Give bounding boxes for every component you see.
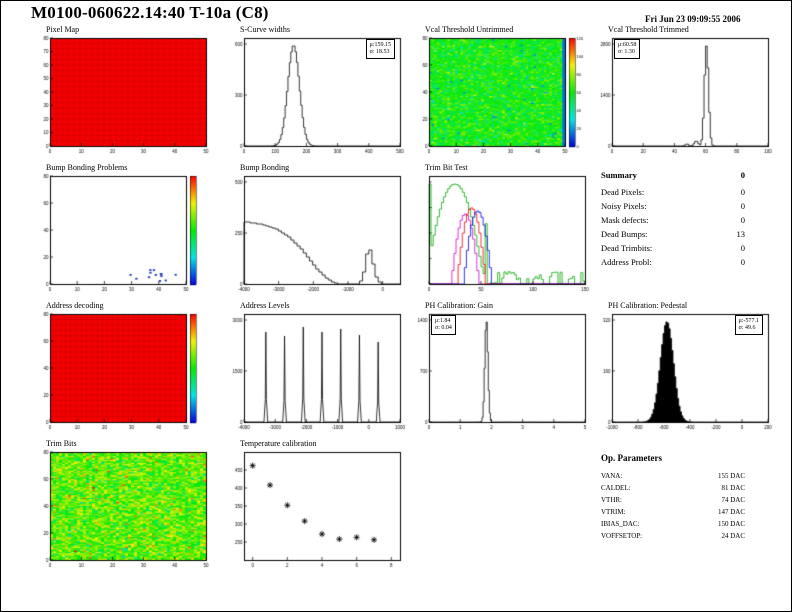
row-label: VTHR: — [601, 496, 622, 504]
row-value: 74 DAC — [721, 496, 745, 504]
row-value: 0 — [740, 243, 745, 253]
summary-row-mask-defects: Mask defects: 0 — [601, 215, 745, 225]
row-value: 24 DAC — [721, 532, 745, 540]
vcal-trimmed-stats-box: μ:60.58 σ: 1.30 — [614, 39, 641, 59]
vcal-untrimmed-panel: Vcal Threshold Untrimmed — [414, 25, 592, 161]
scurve-stats-box: μ:159.15 σ: 18.53 — [365, 39, 395, 59]
address-decoding-panel: Address decoding — [35, 301, 213, 437]
row-value: 13 — [736, 229, 746, 239]
row-value: 150 DAC — [717, 520, 745, 528]
address-levels-canvas — [229, 310, 407, 434]
stat-mean: μ:1.84 — [435, 318, 451, 324]
row-value: 155 DAC — [717, 472, 745, 480]
address-levels-panel: Address Levels — [229, 301, 407, 437]
row-value: 147 DAC — [717, 508, 745, 516]
temperature-calibration-panel: Temperature calibration — [229, 439, 407, 575]
op-parameters-panel: Op. Parameters VANA: 155 DAC CALDEL: 81 … — [601, 453, 745, 540]
vcal-trimmed-title: Vcal Threshold Trimmed — [608, 25, 689, 34]
scurve-widths-panel: S-Curve widths μ:159.15 σ: 18.53 — [229, 25, 407, 161]
row-label: VTRIM: — [601, 508, 626, 516]
op-row-vtrim: VTRIM: 147 DAC — [601, 508, 745, 516]
temperature-calibration-title: Temperature calibration — [240, 439, 317, 448]
stat-sigma: σ: 1.30 — [618, 49, 635, 55]
summary-grade: 0 — [740, 170, 745, 180]
trim-bits-panel: Trim Bits — [35, 439, 213, 575]
address-decoding-title: Address decoding — [46, 301, 104, 310]
row-label: Dead Bumps: — [601, 229, 648, 239]
op-row-caldel: CALDEL: 81 DAC — [601, 484, 745, 492]
summary-row-dead-bumps: Dead Bumps: 13 — [601, 229, 745, 239]
stat-mean: μ:60.58 — [618, 42, 637, 48]
row-value: 0 — [740, 187, 745, 197]
row-label: Dead Pixels: — [601, 187, 645, 197]
pixel-map-panel: Pixel Map — [35, 25, 213, 161]
op-row-ibias: IBIAS_DAC: 150 DAC — [601, 520, 745, 528]
stat-mean: μ:-577.1 — [738, 318, 759, 324]
row-label: Noisy Pixels: — [601, 201, 647, 211]
bump-bonding-problems-panel: Bump Bonding Problems — [35, 163, 213, 299]
row-value: 81 DAC — [721, 484, 745, 492]
summary-row-dead-trimbits: Dead Trimbits: 0 — [601, 243, 745, 253]
op-row-vana: VANA: 155 DAC — [601, 472, 745, 480]
summary-panel: Summary 0 Dead Pixels: 0 Noisy Pixels: 0… — [601, 166, 745, 267]
summary-row-noisy-pixels: Noisy Pixels: 0 — [601, 201, 745, 211]
row-value: 0 — [740, 201, 745, 211]
stat-sigma: σ: 18.53 — [369, 49, 390, 55]
trim-bits-canvas — [35, 448, 213, 572]
summary-header: Summary 0 — [601, 170, 745, 180]
vcal-untrimmed-title: Vcal Threshold Untrimmed — [425, 25, 514, 34]
scurve-widths-title: S-Curve widths — [240, 25, 290, 34]
trim-bit-test-title: Trim Bit Test — [425, 163, 468, 172]
row-label: Mask defects: — [601, 215, 649, 225]
row-label: IBIAS_DAC: — [601, 520, 640, 528]
row-label: Address Probl: — [601, 257, 652, 267]
bump-bonding-problems-canvas — [35, 172, 213, 296]
stat-mean: μ:159.15 — [369, 42, 391, 48]
op-row-vthr: VTHR: 74 DAC — [601, 496, 745, 504]
row-value: 0 — [740, 215, 745, 225]
summary-title: Summary — [601, 170, 637, 180]
vcal-trimmed-panel: Vcal Threshold Trimmed μ:60.58 σ: 1.30 — [597, 25, 775, 161]
op-row-voffsetop: VOFFSETOP: 24 DAC — [601, 532, 745, 540]
bump-bonding-title: Bump Bonding — [240, 163, 290, 172]
pixel-map-canvas — [35, 34, 213, 158]
pixel-map-title: Pixel Map — [46, 25, 80, 34]
bump-bonding-problems-title: Bump Bonding Problems — [46, 163, 128, 172]
row-label: VANA: — [601, 472, 623, 480]
row-label: CALDEL: — [601, 484, 631, 492]
address-levels-title: Address Levels — [240, 301, 290, 310]
bump-bonding-canvas — [229, 172, 407, 296]
row-label: Dead Trimbits: — [601, 243, 653, 253]
ph-gain-title: PH Calibration: Gain — [425, 301, 493, 310]
row-label: VOFFSETOP: — [601, 532, 643, 540]
temperature-calibration-canvas — [229, 448, 407, 572]
trim-bit-test-panel: Trim Bit Test — [414, 163, 592, 299]
page-title: M0100-060622.14:40 T-10a (C8) — [31, 3, 269, 22]
ph-pedestal-title: PH Calibration: Pedestal — [608, 301, 688, 310]
address-decoding-canvas — [35, 310, 213, 434]
trim-bit-test-canvas — [414, 172, 592, 296]
op-parameters-title: Op. Parameters — [601, 453, 662, 463]
bump-bonding-panel: Bump Bonding — [229, 163, 407, 299]
row-value: 0 — [740, 257, 745, 267]
trim-bits-title: Trim Bits — [46, 439, 77, 448]
stat-sigma: σ: 0.04 — [435, 325, 452, 331]
ph-pedestal-stats-box: μ:-577.1 σ: 49.6 — [734, 315, 763, 335]
ph-pedestal-panel: PH Calibration: Pedestal μ:-577.1 σ: 49.… — [597, 301, 775, 437]
summary-row-dead-pixels: Dead Pixels: 0 — [601, 187, 745, 197]
ph-gain-panel: PH Calibration: Gain μ:1.84 σ: 0.04 — [414, 301, 592, 437]
summary-row-address-probl: Address Probl: 0 — [601, 257, 745, 267]
stat-sigma: σ: 49.6 — [738, 325, 756, 331]
timestamp: Fri Jun 23 09:09:55 2006 — [645, 14, 741, 24]
vcal-untrimmed-canvas — [414, 34, 592, 158]
ph-gain-stats-box: μ:1.84 σ: 0.04 — [431, 315, 456, 335]
